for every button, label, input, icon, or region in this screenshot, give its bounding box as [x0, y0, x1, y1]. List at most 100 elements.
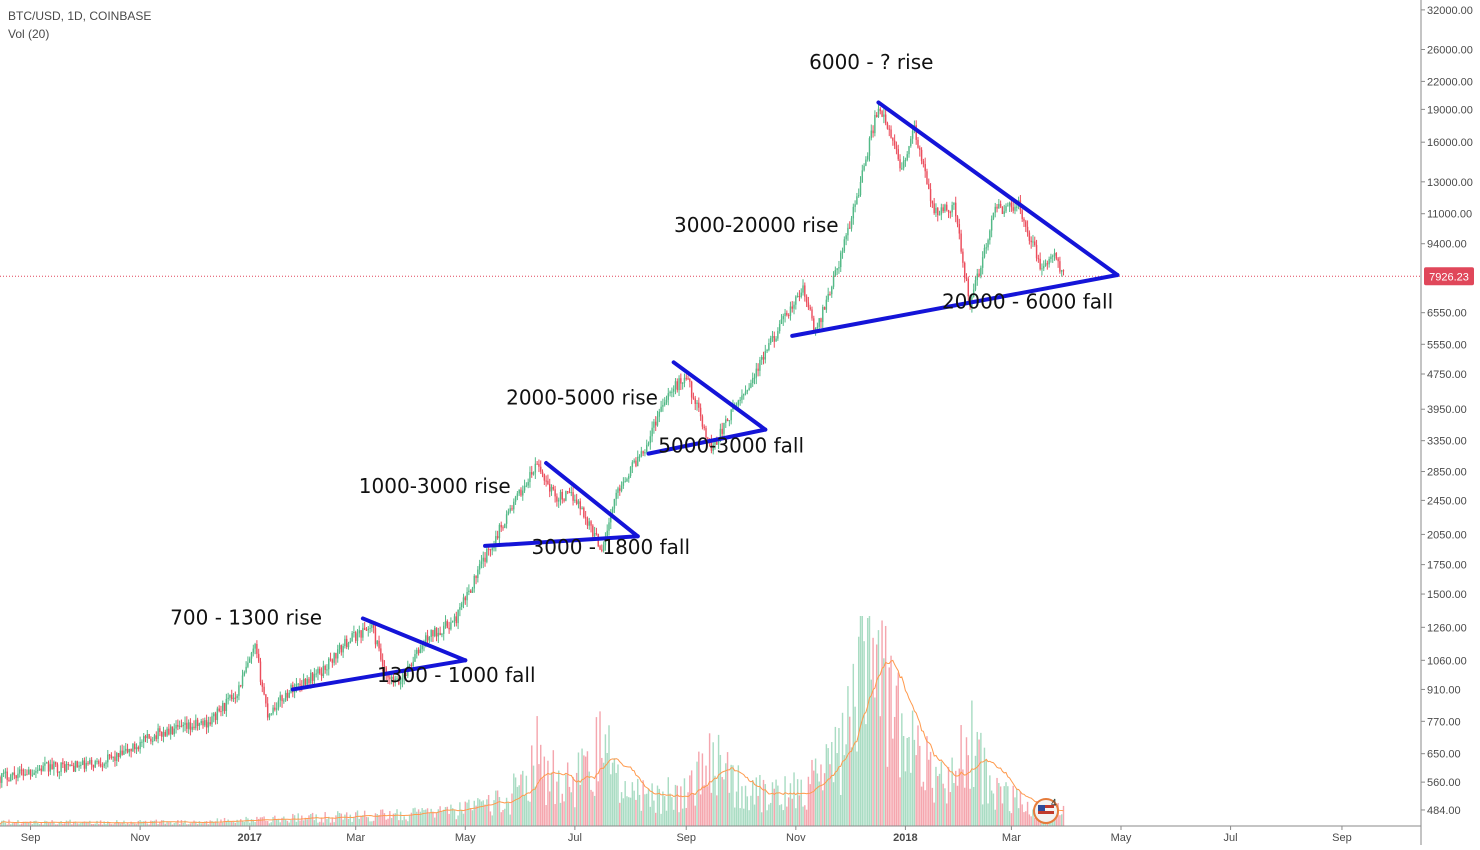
volume-bar [349, 814, 352, 826]
volume-bar [435, 812, 438, 826]
candle [252, 644, 255, 657]
volume-bar [162, 820, 165, 826]
candle [187, 719, 190, 734]
candle-body [164, 731, 166, 736]
volume-bar [19, 824, 21, 826]
candle [304, 678, 307, 687]
volume-bar [534, 786, 537, 826]
candle-body [705, 428, 707, 438]
volume-bar [345, 812, 348, 826]
candle [1007, 202, 1009, 207]
volume-bar [931, 787, 934, 826]
candle [685, 374, 687, 381]
candle [942, 204, 944, 214]
candle [768, 338, 770, 352]
candle [31, 769, 34, 777]
candle-body [169, 726, 172, 735]
candle [328, 657, 330, 676]
volume-bar [200, 823, 202, 826]
volume-bar [665, 810, 668, 826]
candle [200, 718, 202, 726]
volume-bar [834, 726, 837, 826]
candle [222, 700, 224, 717]
candle [236, 694, 238, 703]
candle-body [836, 268, 838, 271]
candle-body [680, 378, 682, 384]
candle-body [200, 721, 202, 724]
volume-bar [593, 795, 596, 826]
volume-bar [937, 776, 939, 826]
candle [572, 487, 574, 506]
flag-badge[interactable]: 4 [1033, 798, 1059, 824]
candle-body [744, 391, 747, 394]
volume-bar [1059, 815, 1061, 826]
volume-bar [859, 616, 862, 826]
volume-bar [164, 823, 166, 826]
volume-bar [719, 754, 722, 826]
volume-bar [990, 790, 993, 826]
candle [532, 471, 535, 476]
volume-bar [886, 766, 889, 826]
volume-bar [827, 748, 829, 826]
volume-bar [92, 824, 95, 826]
candle [866, 152, 869, 162]
candle-body [795, 296, 797, 305]
volume-bar [365, 816, 368, 826]
candle [750, 379, 752, 389]
volume-bar [248, 822, 251, 826]
candle [28, 766, 30, 775]
candle [859, 176, 862, 197]
candle-body [487, 548, 490, 550]
candle-body [593, 533, 596, 537]
volume-bar [425, 809, 427, 826]
volume-bar [597, 781, 599, 826]
candle-body [981, 257, 984, 268]
candle-body [874, 114, 876, 134]
candle-body [1026, 226, 1029, 233]
volume-bar [204, 821, 206, 826]
candle-body [178, 725, 181, 727]
volume-bar [561, 793, 564, 826]
candle [374, 621, 377, 649]
candle [730, 409, 732, 425]
candle-body [989, 230, 991, 241]
candle [626, 477, 628, 482]
volume-bar [883, 658, 885, 826]
volume-bar [74, 821, 77, 826]
candle-body [96, 761, 98, 763]
volume-bar [399, 811, 402, 826]
candle-body [457, 609, 459, 624]
volume-bar [76, 823, 78, 826]
candle [509, 504, 511, 514]
volume-bar [1030, 816, 1032, 826]
annotation-label: 2000-5000 rise [506, 385, 658, 409]
candle-body [340, 645, 343, 653]
candle [847, 223, 849, 241]
candle-body [65, 764, 68, 772]
volume-bar [816, 773, 819, 826]
candle-body [1005, 205, 1007, 212]
candle [629, 466, 632, 478]
candle-body [60, 762, 62, 772]
candle-body [919, 147, 921, 150]
candle [796, 292, 799, 298]
volume-bar [468, 799, 470, 826]
volume-bar [678, 812, 680, 826]
candle [6, 767, 8, 787]
trendline [483, 534, 640, 548]
volume-bar [381, 809, 384, 826]
candle [13, 766, 16, 780]
volume-bar [304, 817, 307, 826]
volume-bar [755, 777, 758, 826]
volume-bar [44, 820, 46, 826]
candle [1039, 252, 1041, 271]
candle [746, 389, 749, 395]
volume-bar [114, 822, 116, 826]
volume-bar [935, 766, 937, 826]
candle [1008, 201, 1011, 212]
x-tick-label: Jul [568, 832, 582, 844]
volume-bar [637, 778, 639, 826]
candle [126, 743, 129, 754]
candle-body [915, 125, 917, 140]
